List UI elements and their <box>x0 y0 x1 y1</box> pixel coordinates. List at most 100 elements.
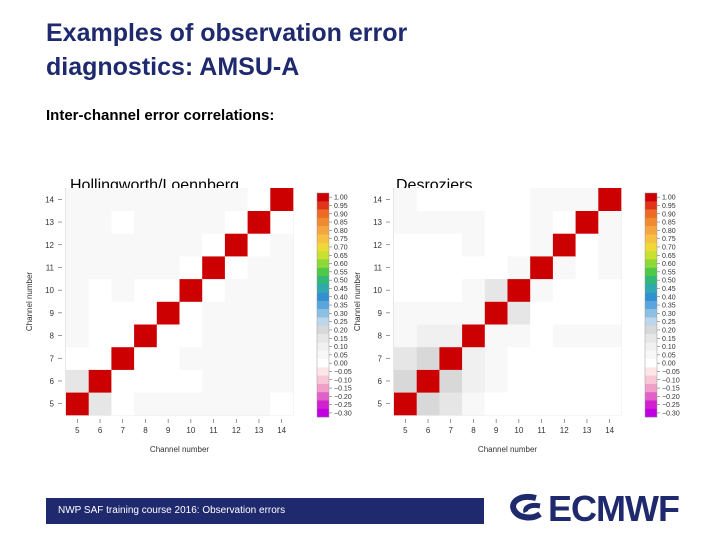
heatmap-cell <box>111 346 135 370</box>
heatmap-cell <box>394 346 417 370</box>
x-axis-label: Channel number <box>150 445 209 454</box>
heatmap-cell <box>462 301 486 325</box>
heatmap-cell <box>552 278 576 302</box>
heatmap-cell <box>552 369 576 393</box>
colorbar-swatch <box>645 383 657 393</box>
x-tick-label: 14 <box>277 426 286 435</box>
ecmwf-logo: ECMWF <box>506 488 680 530</box>
heatmap-cell <box>439 188 463 211</box>
y-tick-label: 8 <box>50 332 55 341</box>
colorbar-tick-label: 0.75 <box>334 236 348 243</box>
y-tick-label: 6 <box>378 377 383 386</box>
heatmap-cell <box>507 346 531 370</box>
colorbar-swatch <box>645 325 657 335</box>
heatmap-cell <box>530 324 554 348</box>
colorbar-swatch <box>317 209 329 219</box>
heatmap-cell <box>484 278 508 302</box>
heatmap-cell <box>552 210 576 234</box>
heatmap-cell <box>575 346 599 370</box>
y-tick-label: 8 <box>378 332 383 341</box>
colorbar-swatch <box>317 350 329 360</box>
heatmap-cell <box>416 392 440 416</box>
heatmap-cell <box>111 369 135 393</box>
heatmap-cell <box>530 392 554 416</box>
colorbar-swatch <box>645 408 657 418</box>
colorbar-swatch <box>645 226 657 235</box>
heatmap-cell <box>156 346 180 370</box>
heatmap-cell <box>270 346 294 370</box>
colorbar-swatch <box>317 284 329 293</box>
heatmap-cell <box>598 256 622 280</box>
colorbar-swatch <box>317 359 329 368</box>
heatmap-cell <box>111 188 135 211</box>
heatmap-cell <box>598 346 622 370</box>
x-tick-label: 5 <box>75 426 80 435</box>
colorbar-tick-label: −0.20 <box>662 394 680 401</box>
colorbar-swatch <box>645 342 657 351</box>
colorbar-swatch <box>317 226 329 235</box>
heatmap-cell <box>598 392 622 416</box>
heatmap-cell <box>462 346 486 370</box>
y-tick-label: 14 <box>373 195 382 204</box>
heatmap-cell <box>156 210 180 234</box>
colorbar-swatch <box>317 242 329 252</box>
heatmap-cell <box>247 188 271 211</box>
heatmap-cell <box>134 210 158 234</box>
colorbar-swatch <box>317 259 329 268</box>
heatmap-cell <box>462 324 486 348</box>
colorbar-swatch <box>645 334 657 343</box>
colorbar-swatch <box>645 350 657 360</box>
colorbar-swatch <box>317 408 329 418</box>
heatmap-cell <box>179 210 203 234</box>
colorbar-swatch <box>317 267 329 277</box>
heatmap-cell <box>66 188 89 211</box>
heatmap-cell <box>530 346 554 370</box>
colorbar-swatch <box>645 317 657 326</box>
y-tick-label: 12 <box>45 241 54 250</box>
heatmap-cell <box>439 210 463 234</box>
colorbar-tick-label: 0.75 <box>662 236 676 243</box>
y-tick-label: 5 <box>50 400 55 409</box>
heatmap-cell <box>507 210 531 234</box>
heatmap-cell <box>598 369 622 393</box>
colorbar-tick-label: 0.50 <box>662 278 676 285</box>
colorbar-tick-label: 0.65 <box>334 253 348 260</box>
heatmap-cell <box>247 233 271 257</box>
heatmap-cell <box>247 278 271 302</box>
heatmap-cell <box>462 278 486 302</box>
heatmap-cell <box>202 369 226 393</box>
heatmap-cell <box>552 233 576 257</box>
heatmap-cell <box>484 188 508 211</box>
heatmap-cell <box>134 233 158 257</box>
heatmap-cell <box>507 233 531 257</box>
y-axis-label: Channel number <box>25 272 34 331</box>
heatmap-cell <box>134 278 158 302</box>
colorbar-swatch <box>317 309 329 318</box>
colorbar-swatch <box>645 276 657 285</box>
heatmap-cell <box>134 256 158 280</box>
heatmap-cell <box>598 233 622 257</box>
colorbar-swatch <box>645 251 657 260</box>
x-tick-label: 12 <box>232 426 241 435</box>
heatmap-cell <box>66 256 89 280</box>
colorbar-tick-label: 0.95 <box>334 203 348 210</box>
heatmap-cell <box>88 256 112 280</box>
heatmap-cell <box>224 324 248 348</box>
heatmap-cell <box>224 278 248 302</box>
colorbar-swatch <box>317 251 329 260</box>
colorbar-swatch <box>645 284 657 293</box>
colorbar-tick-label: 0.90 <box>662 211 676 218</box>
colorbar-swatch <box>317 201 329 210</box>
colorbar-tick-label: 0.65 <box>662 253 676 260</box>
colorbar-tick-label: 0.45 <box>334 286 348 293</box>
colorbar-swatch <box>317 400 329 409</box>
heatmap-cell <box>552 324 576 348</box>
heatmap-cell <box>439 233 463 257</box>
heatmap-cell <box>156 369 180 393</box>
heatmap-cell <box>530 256 554 280</box>
heatmap-cell <box>179 346 203 370</box>
colorbar-tick-label: 0.25 <box>662 319 676 326</box>
heatmap-cell <box>247 301 271 325</box>
colorbar-swatch <box>317 392 329 401</box>
heatmap-cell <box>247 324 271 348</box>
